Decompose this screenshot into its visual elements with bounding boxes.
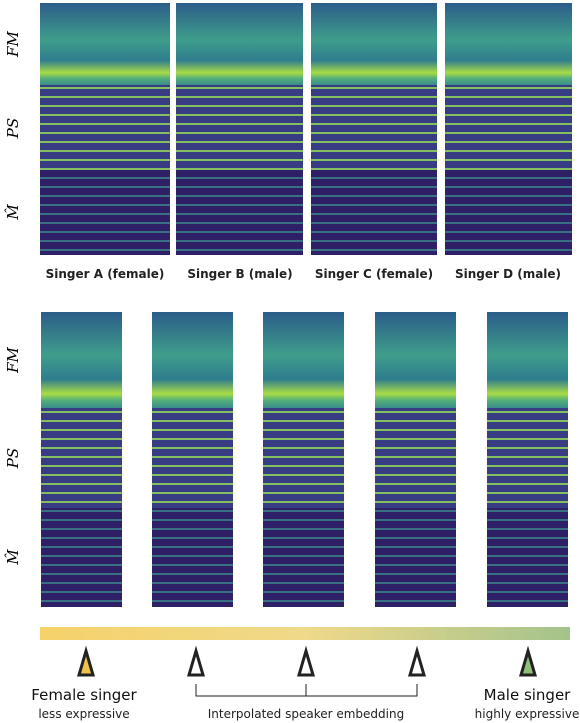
spectrogram bbox=[176, 170, 303, 255]
spectrogram bbox=[445, 170, 572, 255]
spectrogram bbox=[263, 312, 344, 408]
spectrogram bbox=[445, 85, 572, 170]
spectrogram bbox=[311, 85, 437, 170]
spectrogram bbox=[41, 312, 122, 408]
row-label: PS bbox=[4, 448, 22, 469]
column-label: Singer B (male) bbox=[187, 267, 292, 281]
row-label: M̂ bbox=[4, 549, 22, 566]
spectrogram bbox=[176, 85, 303, 170]
spectrogram bbox=[311, 3, 437, 85]
spectrogram bbox=[152, 508, 233, 607]
legend-title: Male singer bbox=[484, 686, 572, 704]
column-label: Singer A (female) bbox=[46, 267, 165, 281]
gradient-bar bbox=[40, 627, 570, 640]
spectrogram bbox=[41, 508, 122, 607]
row-label: PS bbox=[4, 118, 22, 139]
spectrogram bbox=[176, 3, 303, 85]
spectrogram bbox=[263, 408, 344, 508]
spectrogram bbox=[40, 85, 170, 170]
spectrogram bbox=[487, 408, 568, 508]
spectrogram bbox=[152, 408, 233, 508]
spectrogram bbox=[375, 508, 456, 607]
spectrogram bbox=[445, 3, 572, 85]
spectrogram bbox=[375, 312, 456, 408]
row-label: FM bbox=[4, 346, 22, 373]
spectrogram bbox=[487, 312, 568, 408]
spectrogram bbox=[40, 170, 170, 255]
column-label: Singer D (male) bbox=[455, 267, 561, 281]
spectrogram bbox=[40, 3, 170, 85]
spectrogram bbox=[311, 170, 437, 255]
row-label: FM bbox=[4, 30, 22, 57]
column-label: Singer C (female) bbox=[315, 267, 433, 281]
spectrogram bbox=[263, 508, 344, 607]
legend-middle: Interpolated speaker embedding bbox=[208, 707, 404, 721]
legend-subtitle: less expressive bbox=[38, 707, 129, 721]
spectrogram bbox=[375, 408, 456, 508]
markers bbox=[77, 645, 537, 677]
spectrograms bbox=[40, 3, 572, 607]
spectrogram bbox=[152, 312, 233, 408]
legend-title: Female singer bbox=[31, 686, 137, 704]
spectrogram bbox=[487, 508, 568, 607]
row-label: M̂ bbox=[4, 204, 22, 221]
spectrogram bbox=[41, 408, 122, 508]
bracket bbox=[195, 684, 418, 697]
legend-subtitle: highly expressive bbox=[475, 707, 580, 721]
